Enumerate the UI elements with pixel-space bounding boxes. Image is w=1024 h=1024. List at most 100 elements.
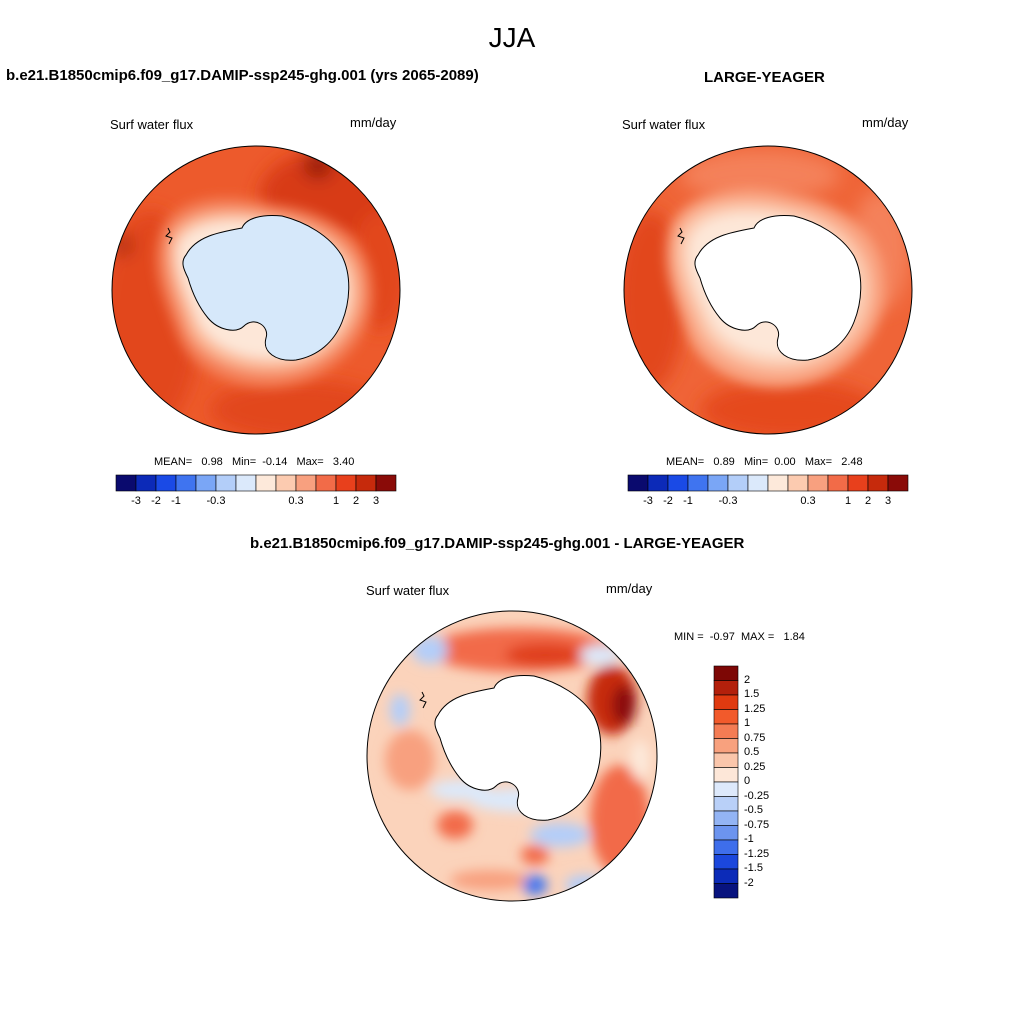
panel-3-minmax: MIN = -0.97 MAX = 1.84	[674, 631, 805, 643]
colorbar-swatch	[727, 474, 749, 492]
colorbar-swatch	[375, 474, 397, 492]
panel-3-units-label: mm/day	[606, 581, 653, 596]
antarctica-landmass	[434, 675, 602, 821]
colorbar-swatch	[647, 474, 669, 492]
colorbar-swatch	[847, 474, 869, 492]
colorbar-swatch	[707, 474, 729, 492]
colorbar-swatch	[667, 474, 689, 492]
colorbar-swatch	[713, 868, 739, 884]
colorbar-swatch	[255, 474, 277, 492]
colorbar-tick-label: 2	[352, 495, 360, 507]
colorbar-swatch	[713, 883, 739, 899]
colorbar-tick-label: -0.25	[744, 789, 770, 802]
colorbar-swatch	[315, 474, 337, 492]
colorbar-swatch	[713, 839, 739, 855]
panel-3-variable-label: Surf water flux	[366, 583, 450, 598]
colorbar-tick-label: 1.25	[744, 702, 766, 715]
map-boundary-circle	[623, 145, 913, 435]
colorbar-swatch	[355, 474, 377, 492]
colorbar-tick-label: -1.5	[744, 862, 763, 874]
colorbar-swatch	[135, 474, 157, 492]
colorbar-tick-label: 0.3	[800, 495, 816, 507]
colorbar-tick-label: 1	[744, 717, 751, 729]
colorbar-swatch	[807, 474, 829, 492]
colorbar-tick-label: 3	[372, 495, 380, 507]
colorbar-swatch	[767, 474, 789, 492]
colorbar-swatch	[235, 474, 257, 492]
mean-value: 0.89	[713, 456, 735, 468]
mean-label: MEAN=	[154, 456, 193, 468]
colorbar-tick-label: 0.3	[288, 495, 304, 507]
colorbar-swatch	[713, 723, 739, 739]
panel-3-title: b.e21.B1850cmip6.f09_g17.DAMIP-ssp245-gh…	[250, 535, 745, 552]
panel-1-title: b.e21.B1850cmip6.f09_g17.DAMIP-ssp245-gh…	[6, 67, 479, 84]
colorbar-tick-label: -0.75	[744, 818, 770, 831]
colorbar-tick-label: 0	[744, 775, 751, 787]
colorbar-tick-label: 2	[864, 495, 872, 507]
colorbar-swatch	[867, 474, 889, 492]
colorbar-tick-label: -0.3	[718, 495, 738, 507]
colorbar-swatch	[335, 474, 357, 492]
colorbar-swatch	[887, 474, 909, 492]
max-value: 3.40	[332, 456, 355, 468]
colorbar-tick-label: -2	[663, 495, 673, 507]
max-value: 1.84	[783, 631, 805, 643]
map-boundary-circle	[366, 610, 658, 902]
panel-2-title: LARGE-YEAGER	[704, 69, 825, 86]
colorbar-swatch	[787, 474, 809, 492]
colorbar-swatch	[275, 474, 297, 492]
antarctica-landmass	[694, 215, 862, 361]
colorbar-tick-label: -3	[131, 495, 141, 507]
colorbar-swatch	[713, 665, 739, 681]
panel-1-colorbar	[115, 474, 397, 492]
colorbar-tick-label: 1	[844, 495, 852, 507]
colorbar-swatch	[713, 854, 739, 870]
colorbar-tick-label: 1.5	[744, 688, 760, 700]
colorbar-tick-label: -2	[151, 495, 161, 507]
colorbar-swatch	[215, 474, 237, 492]
colorbar-swatch	[713, 810, 739, 826]
panel-2-variable-label: Surf water flux	[622, 117, 706, 132]
panel-2-stats: MEAN= 0.89 Min= 0.00 Max= 2.48	[666, 456, 863, 468]
panel-1-stats: MEAN= 0.98 Min= -0.14 Max= 3.40	[154, 456, 354, 468]
min-label: MIN =	[674, 631, 704, 643]
panel-3-colorbar	[713, 665, 739, 899]
colorbar-swatch	[747, 474, 769, 492]
colorbar-tick-label: 2	[744, 673, 751, 686]
colorbar-tick-label: 1	[332, 495, 340, 507]
panel-1-units-label: mm/day	[350, 115, 397, 130]
min-label: Min=	[231, 456, 257, 468]
max-label: Max=	[804, 456, 833, 468]
colorbar-swatch	[687, 474, 709, 492]
colorbar-swatch	[713, 796, 739, 812]
colorbar-swatch	[713, 767, 739, 783]
colorbar-tick-label: -1.25	[744, 847, 770, 860]
colorbar-swatch	[713, 694, 739, 710]
colorbar-swatch	[713, 738, 739, 754]
colorbar-tick-label: -0.3	[206, 495, 226, 507]
colorbar-swatch	[155, 474, 177, 492]
panel-2-units-label: mm/day	[862, 115, 909, 130]
min-value: 0.00	[774, 456, 796, 468]
colorbar-tick-label: -2	[744, 876, 754, 889]
colorbar-swatch	[713, 825, 739, 841]
max-label: Max=	[296, 456, 324, 468]
mean-label: MEAN=	[666, 456, 705, 468]
min-value: -0.97	[709, 631, 735, 643]
min-label: Min=	[743, 456, 769, 468]
panel-1-variable-label: Surf water flux	[110, 117, 194, 132]
antarctica-landmass	[182, 215, 350, 361]
colorbar-tick-label: -1	[744, 833, 754, 845]
colorbar-swatch	[115, 474, 137, 492]
colorbar-swatch	[713, 709, 739, 725]
panel-1-map	[111, 145, 401, 435]
colorbar-tick-label: -1	[171, 495, 181, 507]
colorbar-tick-label: -3	[643, 495, 653, 507]
colorbar-tick-label: 0.25	[744, 760, 766, 773]
colorbar-swatch	[175, 474, 197, 492]
colorbar-tick-label: -0.5	[744, 804, 763, 816]
colorbar-swatch	[827, 474, 849, 492]
colorbar-swatch	[713, 680, 739, 696]
colorbar-tick-label: 3	[884, 495, 892, 507]
